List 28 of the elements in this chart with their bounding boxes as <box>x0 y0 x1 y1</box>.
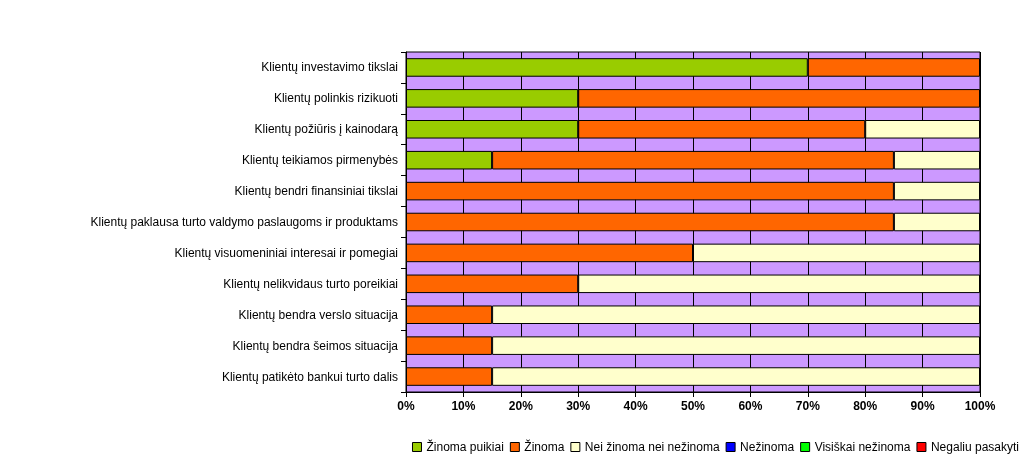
y-tick-label: Klientų teikiamos pirmenybės <box>241 153 398 168</box>
legend-label: Žinoma puikiai <box>426 439 504 454</box>
legend-label: Visiškai nežinoma <box>814 440 911 454</box>
x-tick-label: 70% <box>795 399 821 413</box>
y-tick-label: Klientų patikėto bankui turto dalis <box>221 369 398 384</box>
x-tick-label: 30% <box>566 399 591 413</box>
legend-label: Negaliu pasakyti <box>930 440 1020 454</box>
x-tick-label: 0% <box>397 399 415 413</box>
x-tick-label: 80% <box>853 399 878 413</box>
y-tick-label: Klientų visuomeniniai interesai ir pomegiai <box>174 245 398 260</box>
y-tick-label: Klientų polinkis rizikuoti <box>273 91 398 106</box>
y-tick-label: Klientų požiūris į kainodarą <box>254 122 399 137</box>
x-tick-label: 10% <box>451 399 476 413</box>
x-tick-label: 100% <box>964 399 996 413</box>
x-tick-label: 20% <box>508 399 534 413</box>
y-tick-label: Klientų bendra šeimos situacija <box>232 338 399 353</box>
y-tick-label: Klientų bendri finansiniai tikslai <box>234 184 398 199</box>
legend-label: Nei žinoma nei nežinoma <box>584 440 720 454</box>
x-tick-label: 90% <box>910 399 935 413</box>
y-tick-label: Klientų investavimo tikslai <box>261 60 398 75</box>
y-tick-label: Klientų paklausa turto valdymo paslaugoms ir produktams <box>90 215 398 229</box>
x-tick-label: 50% <box>680 399 706 413</box>
y-tick-label: Klientų nelikvidaus turto poreikiai <box>223 276 398 291</box>
legend-label: Žinoma <box>524 439 565 454</box>
legend-label: Nežinoma <box>740 440 795 454</box>
x-tick-label: 40% <box>623 399 648 413</box>
x-tick-label: 60% <box>738 399 763 413</box>
y-tick-label: Klientų bendra verslo situacija <box>238 307 399 322</box>
